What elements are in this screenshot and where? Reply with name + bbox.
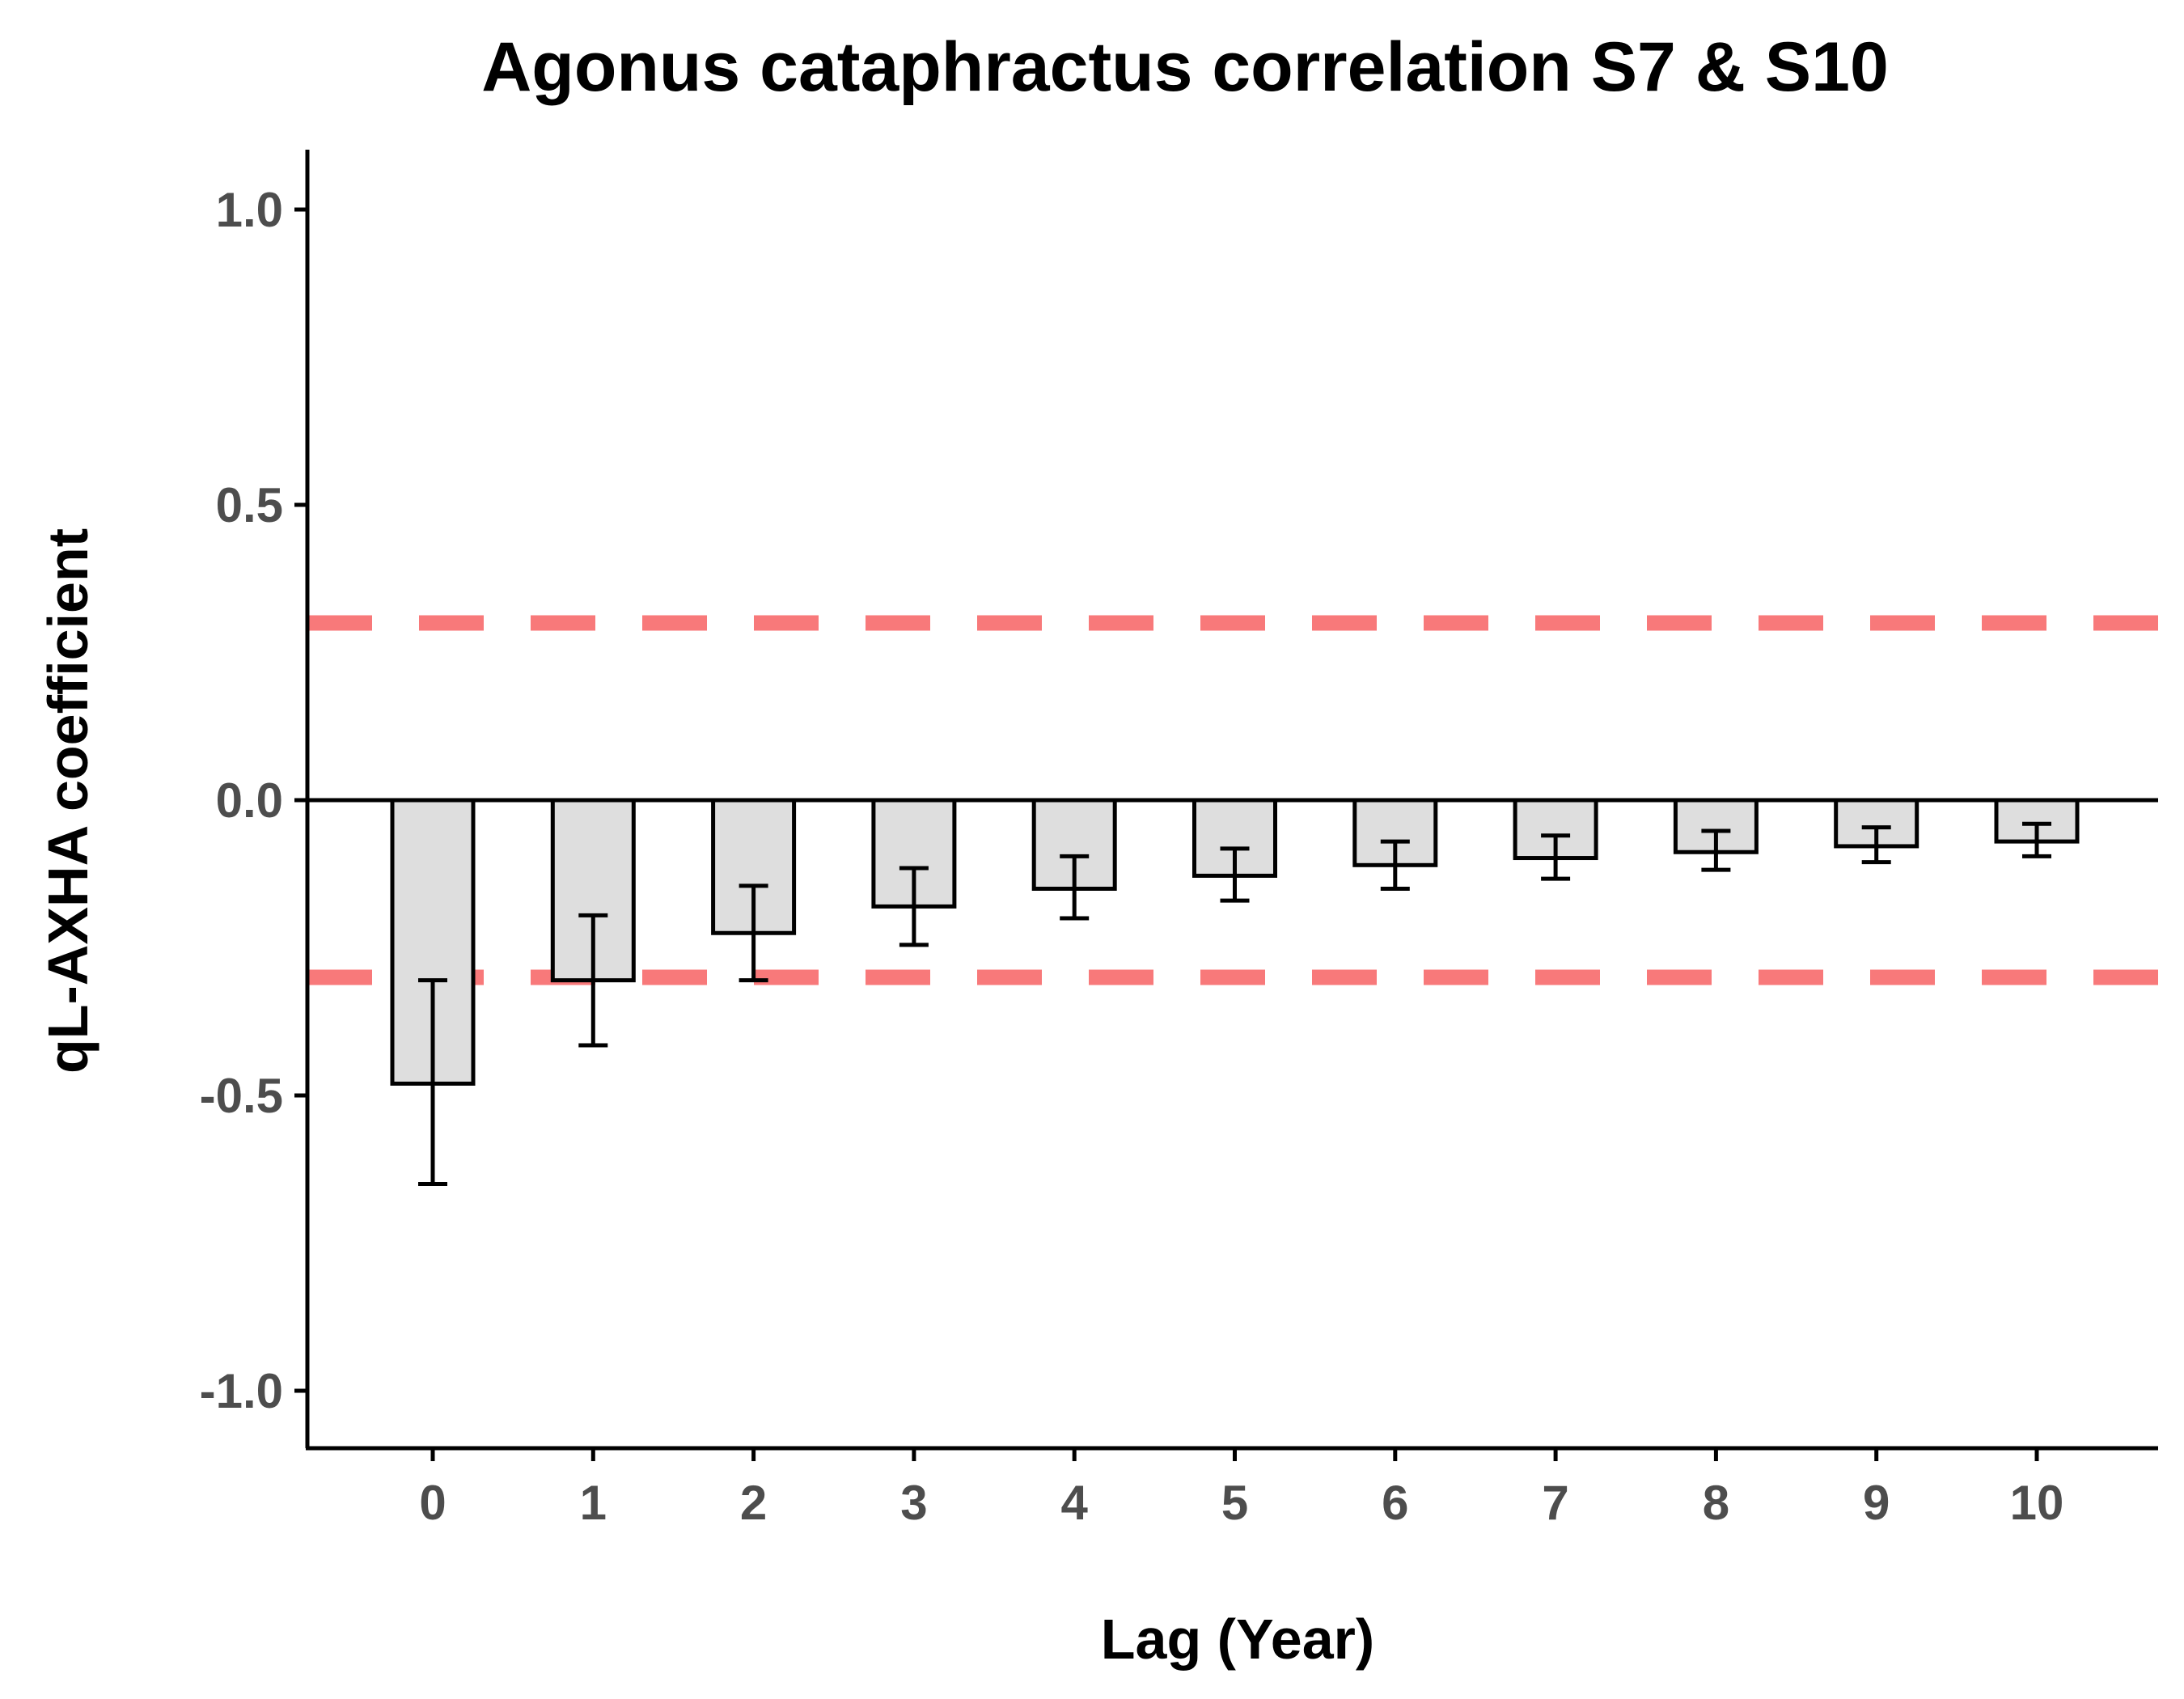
y-tick-label: -0.5 bbox=[200, 1069, 283, 1123]
x-tick-label: 5 bbox=[1221, 1476, 1248, 1530]
x-tick-label: 7 bbox=[1542, 1476, 1568, 1530]
plot-area: 1.0 0.5 0.0 -0.5 -1.0 0 1 2 3 4 5 6 7 8 9 10 bbox=[200, 150, 2158, 1530]
y-axis-label: qL-AXHA coefficient bbox=[36, 528, 99, 1074]
bar-lag-9 bbox=[1834, 798, 1919, 849]
x-tick-label: 0 bbox=[419, 1476, 446, 1530]
x-tick-label: 4 bbox=[1061, 1476, 1089, 1530]
x-tick-label: 3 bbox=[900, 1476, 927, 1530]
x-tick-label: 2 bbox=[740, 1476, 767, 1530]
x-tick-label: 10 bbox=[2010, 1476, 2064, 1530]
y-tick-label: 1.0 bbox=[216, 183, 283, 237]
x-axis-label: Lag (Year) bbox=[1101, 1608, 1374, 1671]
chart-title: Agonus cataphractus correlation S7 & S10 bbox=[481, 28, 1889, 106]
x-tick-label: 1 bbox=[580, 1476, 607, 1530]
y-tick-label: 0.5 bbox=[216, 478, 283, 532]
x-tick-label: 6 bbox=[1382, 1476, 1408, 1530]
y-tick-label: 0.0 bbox=[216, 773, 283, 828]
x-tick-label: 8 bbox=[1703, 1476, 1729, 1530]
x-tick-label: 9 bbox=[1863, 1476, 1890, 1530]
y-tick-label: -1.0 bbox=[200, 1364, 283, 1418]
